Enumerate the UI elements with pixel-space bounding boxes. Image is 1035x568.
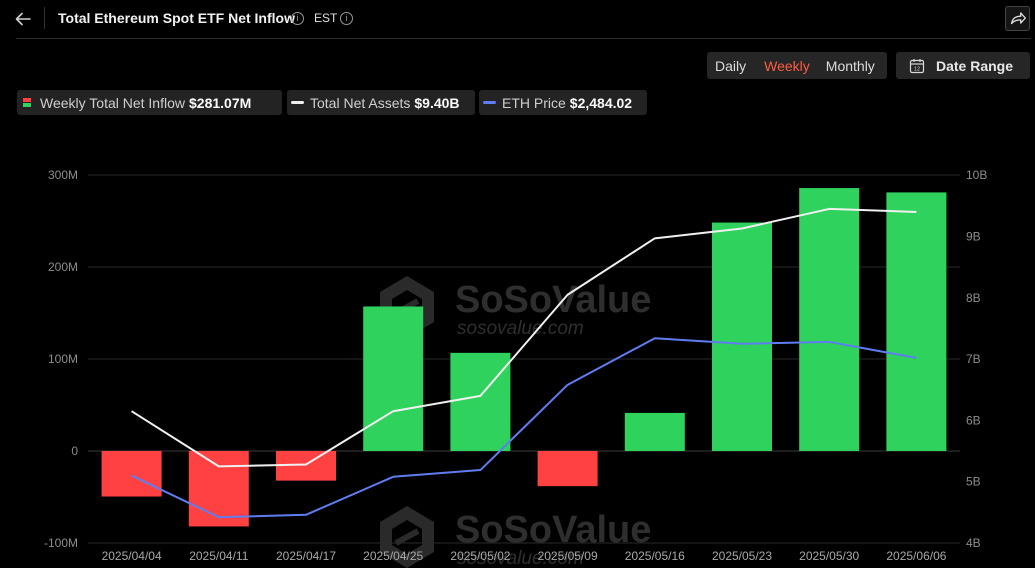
eth-price-line <box>131 337 917 519</box>
legend-value: $2,484.02 <box>569 94 633 111</box>
period-daily[interactable]: Daily <box>715 57 747 74</box>
right-axis-tick-label: 9B <box>966 230 981 244</box>
legend-value: $281.07M <box>189 94 252 111</box>
bar-swatch-icon <box>23 98 31 107</box>
x-axis-tick-label: 2025/04/25 <box>363 549 423 563</box>
right-axis-tick-label: 8B <box>966 291 981 305</box>
bar-series <box>101 188 947 527</box>
right-axis-tick-label: 10B <box>966 168 987 182</box>
left-axis-tick-label: -100M <box>44 536 78 550</box>
period-monthly[interactable]: Monthly <box>825 57 875 74</box>
inflow-bar <box>537 451 598 487</box>
legend-eth-price[interactable]: ETH Price $2,484.02 <box>479 90 647 115</box>
left-axis-tick-label: 200M <box>48 260 78 274</box>
left-axis-tick-label: 0 <box>71 444 78 458</box>
net-assets-line <box>131 207 917 468</box>
legend-name: Weekly Total Net Inflow <box>40 94 185 111</box>
x-axis-tick-label: 2025/05/09 <box>538 549 598 563</box>
x-axis-tick-label: 2025/05/30 <box>799 549 859 563</box>
line-swatch-icon <box>483 101 496 104</box>
x-axis-tick-label: 2025/06/06 <box>886 549 946 563</box>
period-selector: Daily Weekly Monthly <box>707 52 887 79</box>
chart-header: Total Ethereum Spot ETF Net Inflow i EST… <box>0 0 1035 38</box>
x-axis-tick-label: 2025/04/17 <box>276 549 336 563</box>
line-series <box>131 207 917 519</box>
back-arrow-icon[interactable] <box>12 8 34 30</box>
svg-text:12: 12 <box>914 66 920 72</box>
inflow-bar <box>101 451 162 497</box>
x-axis-tick-label: 2025/05/16 <box>625 549 685 563</box>
left-axis-tick-label: 100M <box>48 352 78 366</box>
date-range-label: Date Range <box>936 57 1014 74</box>
x-axis-ticks: 2025/04/04 2025/04/11 2025/04/17 2025/04/25… <box>102 549 947 563</box>
inflow-bar <box>712 222 772 451</box>
x-axis-tick-label: 2025/05/02 <box>450 549 510 563</box>
watermark-site: sosovalue.com <box>457 318 584 339</box>
date-range-button[interactable]: 12 Date Range <box>896 52 1030 79</box>
share-icon[interactable] <box>1005 6 1030 31</box>
watermark-logo-icon <box>380 506 434 568</box>
right-axis-tick-label: 4B <box>966 536 981 550</box>
inflow-bar <box>450 352 511 451</box>
right-axis-tick-label: 6B <box>966 413 981 427</box>
period-weekly[interactable]: Weekly <box>764 57 810 74</box>
x-axis-tick-label: 2025/05/23 <box>712 549 772 563</box>
left-axis-ticks: 300M 200M 100M 0 -100M <box>44 168 78 550</box>
watermark-site: sosovalue.com <box>457 548 584 568</box>
left-axis-tick-label: 300M <box>48 168 78 182</box>
inflow-bar <box>799 188 860 451</box>
legend-name: ETH Price <box>502 94 566 111</box>
inflow-bar <box>624 412 685 451</box>
right-axis-ticks: 10B 9B 8B 7B 6B 5B 4B <box>966 168 987 550</box>
x-axis-tick-label: 2025/04/11 <box>189 549 248 563</box>
right-axis-tick-label: 5B <box>966 475 981 489</box>
inflow-chart[interactable]: SoSoValue sosovalue.com SoSoValue sosova… <box>0 150 1035 568</box>
x-axis-tick-label: 2025/04/04 <box>102 549 162 563</box>
header-rule <box>16 38 1031 39</box>
right-axis-tick-label: 7B <box>966 352 981 366</box>
inflow-bar <box>886 192 947 452</box>
timezone-label: EST <box>314 11 338 25</box>
timezone-info-icon[interactable]: i <box>340 12 353 25</box>
legend-value: $9.40B <box>414 94 460 111</box>
inflow-bar <box>363 306 424 451</box>
watermark-brand: SoSoValue <box>455 279 651 321</box>
line-swatch-icon <box>291 101 304 104</box>
page-title: Total Ethereum Spot ETF Net Inflow <box>58 10 295 26</box>
header-divider <box>44 7 45 29</box>
watermark-brand: SoSoValue <box>455 509 651 551</box>
info-icon[interactable]: i <box>291 12 304 25</box>
calendar-icon: 12 <box>909 58 925 73</box>
legend-net-assets[interactable]: Total Net Assets $9.40B <box>287 90 475 115</box>
legend-net-inflow[interactable]: Weekly Total Net Inflow $281.07M <box>17 90 282 115</box>
inflow-bar <box>188 451 249 527</box>
legend-name: Total Net Assets <box>310 94 411 111</box>
